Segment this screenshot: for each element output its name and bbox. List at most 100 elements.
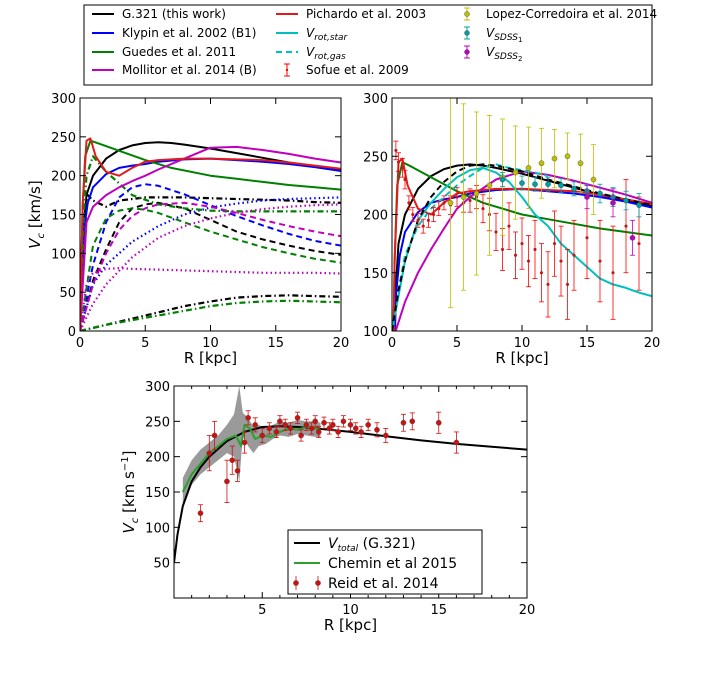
data-point bbox=[211, 420, 218, 451]
x-tick-label: 5 bbox=[258, 603, 266, 618]
marker bbox=[197, 510, 204, 517]
marker bbox=[507, 224, 511, 228]
y-tick-label: 150 bbox=[51, 209, 76, 224]
marker bbox=[538, 160, 545, 167]
data-point bbox=[197, 504, 204, 523]
marker bbox=[352, 425, 359, 432]
inner-legend-entry-2: Reid et al. 2014 bbox=[293, 576, 439, 592]
data-point bbox=[636, 193, 642, 218]
data-point bbox=[415, 212, 421, 228]
inner-legend-entry-1: Chemin et al 2015 bbox=[294, 556, 457, 572]
data-point bbox=[513, 231, 518, 279]
marker bbox=[486, 182, 493, 189]
data-point bbox=[610, 225, 616, 320]
marker bbox=[396, 160, 401, 164]
legend-entry-6: Vrot,gas bbox=[276, 45, 346, 62]
series-line-1 bbox=[80, 194, 341, 331]
data-point bbox=[447, 98, 454, 309]
scatter-0 bbox=[197, 410, 460, 523]
data-point bbox=[406, 195, 412, 211]
scatter-3 bbox=[584, 184, 636, 256]
data-point bbox=[577, 133, 584, 193]
data-point bbox=[382, 427, 389, 443]
marker bbox=[637, 242, 641, 246]
data-point bbox=[315, 425, 322, 438]
legend-marker bbox=[293, 580, 299, 586]
marker bbox=[277, 418, 283, 425]
data-point bbox=[358, 425, 364, 438]
y-tick-label: 300 bbox=[363, 92, 388, 107]
legend-label: VSDSS2 bbox=[486, 45, 522, 63]
marker bbox=[294, 414, 301, 421]
panel-right: 0 5 10 15 20 100 150 200 250 300 R [kpc] bbox=[363, 92, 660, 367]
marker bbox=[241, 439, 248, 446]
legend-entry-9: VSDSS1 bbox=[464, 26, 522, 44]
marker bbox=[629, 234, 636, 241]
x-tick-label: 15 bbox=[430, 603, 447, 618]
data-point bbox=[453, 431, 460, 454]
series-line-5 bbox=[80, 183, 341, 331]
marker bbox=[585, 236, 589, 240]
data-point bbox=[352, 422, 359, 435]
y-tick-label: 200 bbox=[51, 170, 76, 185]
data-point bbox=[287, 422, 294, 435]
legend-label: Guedes et al. 2011 bbox=[122, 45, 236, 59]
data-point bbox=[374, 422, 380, 438]
series-line-8 bbox=[80, 155, 341, 331]
series-line-9 bbox=[80, 207, 341, 331]
data-point bbox=[545, 251, 551, 318]
data-point bbox=[597, 219, 603, 303]
y-tick-label: 300 bbox=[145, 380, 170, 395]
marker bbox=[453, 439, 460, 446]
marker bbox=[382, 432, 389, 439]
marker bbox=[539, 271, 544, 275]
data-point bbox=[409, 412, 416, 431]
marker bbox=[394, 148, 398, 153]
legend-marker bbox=[285, 68, 289, 72]
marker bbox=[374, 427, 380, 433]
y-tick-label: 250 bbox=[145, 415, 170, 430]
data-point bbox=[321, 416, 327, 429]
series-line-4 bbox=[80, 157, 341, 331]
series-line-7 bbox=[80, 139, 341, 331]
marker bbox=[636, 202, 642, 208]
data-point bbox=[571, 181, 577, 197]
data-point bbox=[545, 176, 551, 192]
data-point bbox=[326, 422, 333, 435]
marker bbox=[340, 418, 347, 425]
marker bbox=[597, 190, 603, 197]
series-line-12 bbox=[80, 201, 341, 331]
legend-label: Vrot,star bbox=[306, 26, 349, 43]
marker bbox=[455, 195, 459, 199]
data-point bbox=[234, 459, 241, 482]
y-axis-label: Vc [km/s] bbox=[26, 180, 47, 248]
marker bbox=[481, 207, 485, 211]
data-point bbox=[206, 435, 213, 472]
data-point bbox=[519, 175, 525, 191]
data-point bbox=[298, 429, 304, 442]
data-point bbox=[365, 418, 371, 431]
y-tick-label: 100 bbox=[363, 325, 388, 340]
x-axis-label: R [kpc] bbox=[324, 616, 377, 634]
marker bbox=[558, 182, 564, 189]
legend-label: Pichardo et al. 2003 bbox=[306, 7, 426, 21]
x-axis-label: R [kpc] bbox=[495, 349, 548, 367]
data-point bbox=[224, 459, 230, 504]
marker bbox=[229, 457, 236, 464]
chemin-band bbox=[182, 386, 321, 507]
y-tick-label: 0 bbox=[68, 325, 76, 340]
data-point bbox=[402, 169, 408, 190]
marker bbox=[545, 181, 551, 188]
series-line-3 bbox=[394, 170, 652, 331]
marker bbox=[460, 194, 467, 200]
data-point bbox=[564, 132, 571, 180]
data-point bbox=[330, 418, 336, 431]
x-tick-label: 15 bbox=[267, 336, 284, 351]
marker bbox=[473, 190, 480, 197]
marker bbox=[526, 259, 531, 263]
marker bbox=[298, 432, 304, 439]
legend-entry-1: Klypin et al. 2002 (B1) bbox=[92, 26, 256, 40]
marker bbox=[407, 201, 411, 205]
legend-label: Lopez-Corredoira et al. 2014 bbox=[486, 7, 657, 21]
